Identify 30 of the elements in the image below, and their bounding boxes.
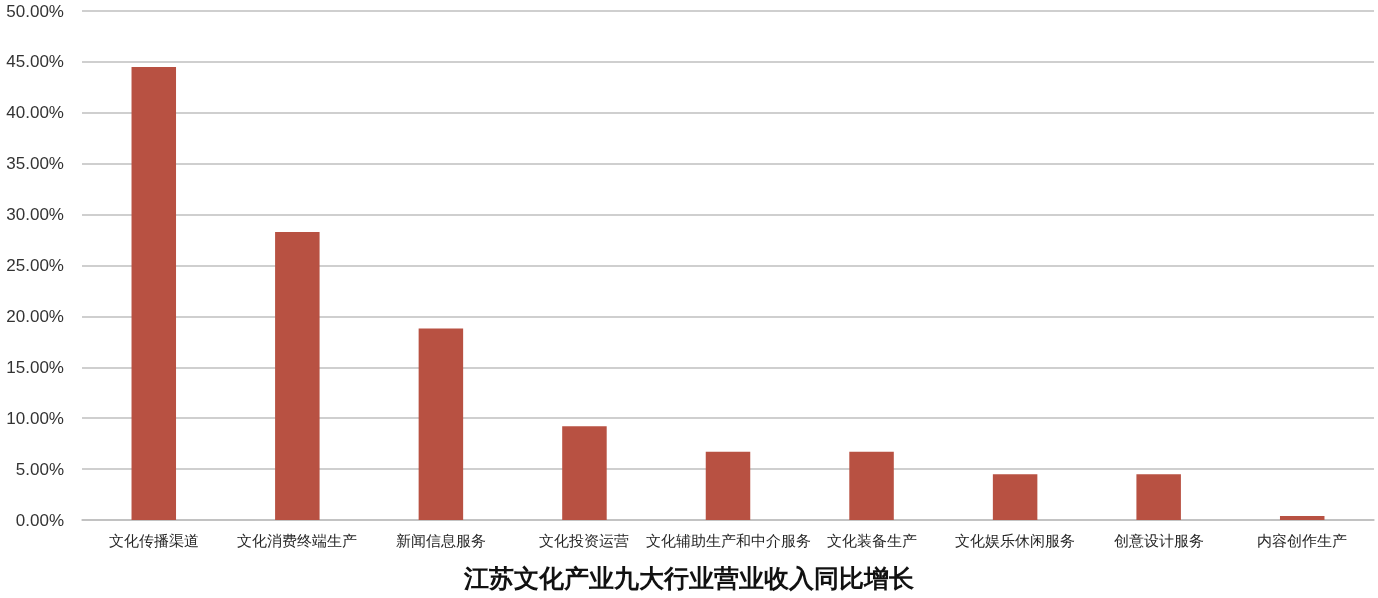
y-tick-label: 5.00%: [15, 459, 64, 479]
bar: [418, 328, 464, 520]
bar: [1279, 515, 1325, 520]
bar: [849, 451, 894, 520]
x-tick-label: 文化消费终端生产: [237, 531, 358, 550]
x-tick-label: 文化娱乐休闲服务: [955, 531, 1076, 550]
x-tick-label: 文化投资运营: [539, 531, 630, 550]
x-tick-label: 文化装备生产: [826, 531, 917, 550]
y-tick-label: 30.00%: [6, 205, 64, 225]
bar: [131, 66, 177, 520]
bar: [562, 426, 607, 520]
x-tick-label: 创意设计服务: [1113, 531, 1204, 550]
y-tick-label: 15.00%: [6, 357, 64, 377]
bar: [992, 474, 1038, 520]
x-tick-label: 新闻信息服务: [395, 531, 486, 550]
y-tick-label: 40.00%: [6, 103, 64, 123]
y-tick-label: 50.00%: [6, 1, 64, 21]
y-tick-label: 20.00%: [6, 306, 64, 326]
text: 江苏文化产业九大行业营业收入同比增长: [463, 564, 914, 593]
bar: [1136, 474, 1181, 520]
x-tick-label: 文化传播渠道: [108, 531, 199, 550]
bar: [705, 451, 751, 520]
y-tick-label: 0.00%: [15, 510, 64, 530]
y-tick-label: 10.00%: [6, 408, 64, 428]
bar: [275, 231, 320, 520]
x-tick-label: 文化辅助生产和中介服务: [645, 531, 811, 550]
y-tick-label: 35.00%: [6, 154, 64, 174]
x-tick-label: 内容创作生产: [1257, 531, 1348, 550]
y-tick-label: 45.00%: [6, 52, 64, 72]
y-tick-label: 25.00%: [6, 256, 64, 275]
